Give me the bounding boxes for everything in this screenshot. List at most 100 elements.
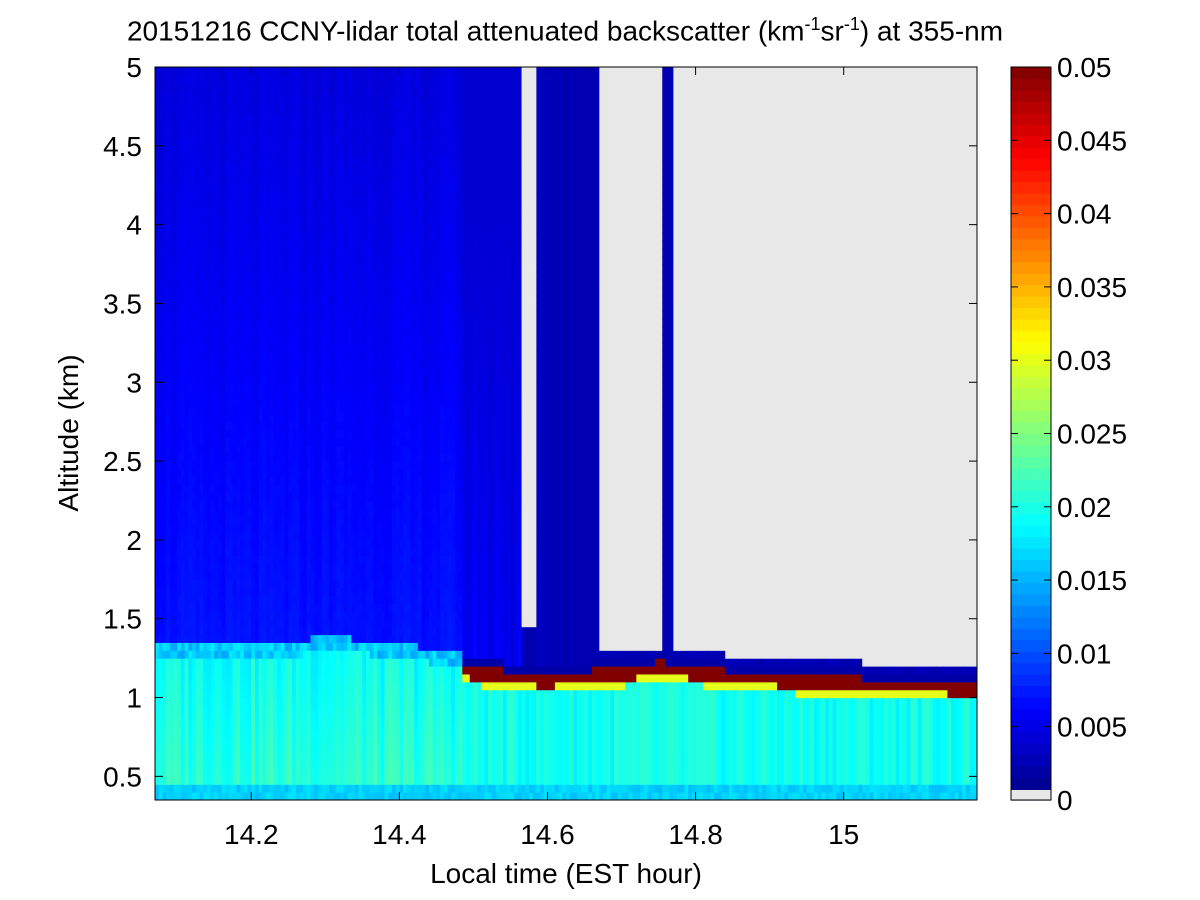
heatmap-cell <box>311 516 315 524</box>
heatmap-cell <box>203 713 207 721</box>
heatmap-cell <box>340 776 344 784</box>
heatmap-cell <box>340 233 344 241</box>
heatmap-cell <box>181 248 185 256</box>
heatmap-cell <box>255 359 259 367</box>
heatmap-cell <box>273 398 277 406</box>
heatmap-cell <box>196 193 200 201</box>
heatmap-cell <box>211 264 215 272</box>
heatmap-cell <box>174 516 178 524</box>
heatmap-cell <box>162 737 166 745</box>
heatmap-cell <box>255 619 259 627</box>
heatmap-cell <box>336 493 340 501</box>
heatmap-cell <box>307 634 311 642</box>
heatmap-cell <box>155 327 159 335</box>
heatmap-cell <box>233 106 237 114</box>
heatmap-cell <box>329 564 333 572</box>
heatmap-cell <box>177 327 181 335</box>
heatmap-cell <box>192 508 196 516</box>
heatmap-cell <box>288 713 292 721</box>
heatmap-cell <box>188 508 192 516</box>
heatmap-cell <box>288 382 292 390</box>
heatmap-cell <box>166 650 170 658</box>
heatmap-cell <box>266 745 270 753</box>
heatmap-cell <box>329 382 333 390</box>
heatmap-cell <box>288 106 292 114</box>
heatmap-cell <box>329 106 333 114</box>
heatmap-cell <box>251 516 255 524</box>
heatmap-cell <box>322 627 326 635</box>
heatmap-cell <box>188 729 192 737</box>
heatmap-cell <box>251 776 255 784</box>
heatmap-cell <box>162 713 166 721</box>
heatmap-cell <box>244 540 248 548</box>
heatmap-cell <box>281 713 285 721</box>
heatmap-cell <box>281 674 285 682</box>
heatmap-cell <box>159 99 163 107</box>
heatmap-cell <box>307 619 311 627</box>
heatmap-cell <box>288 138 292 146</box>
heatmap-cell <box>322 666 326 674</box>
heatmap-cell <box>288 122 292 130</box>
heatmap-cell <box>329 138 333 146</box>
heatmap-cell <box>236 185 240 193</box>
heatmap-cell <box>273 611 277 619</box>
heatmap-cell <box>307 721 311 729</box>
heatmap-cell <box>181 430 185 438</box>
heatmap-cell <box>222 406 226 414</box>
heatmap-cell <box>303 690 307 698</box>
heatmap-cell <box>322 217 326 225</box>
heatmap-cell <box>285 382 289 390</box>
heatmap-cell <box>325 185 329 193</box>
heatmap-cell <box>270 524 274 532</box>
heatmap-cell <box>314 642 318 650</box>
heatmap-cell <box>159 595 163 603</box>
heatmap-cell <box>333 587 337 595</box>
heatmap-cell <box>340 162 344 170</box>
heatmap-cell <box>240 784 244 792</box>
heatmap-cell <box>244 556 248 564</box>
heatmap-cell <box>166 721 170 729</box>
heatmap-cell <box>340 532 344 540</box>
heatmap-cell <box>285 209 289 217</box>
heatmap-cell <box>314 611 318 619</box>
heatmap-cell <box>185 382 189 390</box>
heatmap-cell <box>218 745 222 753</box>
heatmap-cell <box>174 745 178 753</box>
heatmap-cell <box>333 768 337 776</box>
heatmap-cell <box>207 461 211 469</box>
heatmap-cell <box>329 508 333 516</box>
heatmap-cell <box>199 288 203 296</box>
heatmap-cell <box>311 272 315 280</box>
heatmap-cell <box>222 690 226 698</box>
heatmap-cell <box>248 587 252 595</box>
heatmap-cell <box>188 532 192 540</box>
heatmap-cell <box>229 106 233 114</box>
heatmap-cell <box>222 146 226 154</box>
heatmap-cell <box>251 146 255 154</box>
heatmap-cell <box>266 682 270 690</box>
heatmap-cell <box>214 280 218 288</box>
heatmap-cell <box>177 430 181 438</box>
heatmap-cell <box>233 571 237 579</box>
heatmap-cell <box>292 264 296 272</box>
heatmap-cell <box>255 453 259 461</box>
heatmap-cell <box>262 367 266 375</box>
heatmap-cell <box>251 485 255 493</box>
heatmap-cell <box>344 390 348 398</box>
heatmap-cell <box>155 477 159 485</box>
heatmap-cell <box>311 154 315 162</box>
heatmap-cell <box>188 130 192 138</box>
heatmap-cell <box>211 587 215 595</box>
heatmap-cell <box>166 335 170 343</box>
heatmap-cell <box>270 414 274 422</box>
heatmap-cell <box>199 248 203 256</box>
heatmap-cell <box>199 627 203 635</box>
heatmap-cell <box>240 595 244 603</box>
heatmap-cell <box>322 83 326 91</box>
heatmap-cell <box>207 784 211 792</box>
heatmap-cell <box>270 185 274 193</box>
heatmap-cell <box>159 422 163 430</box>
heatmap-cell <box>218 430 222 438</box>
heatmap-cell <box>192 445 196 453</box>
heatmap-cell <box>251 721 255 729</box>
